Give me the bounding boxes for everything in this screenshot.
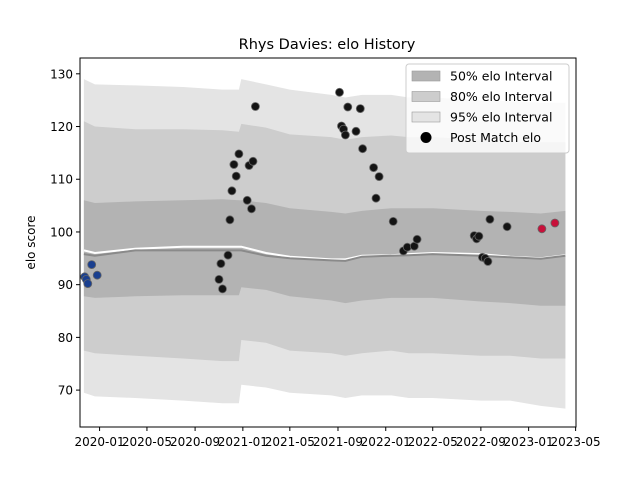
post-match-point bbox=[250, 102, 260, 111]
post-match-point bbox=[87, 260, 97, 270]
plot-frame bbox=[79, 57, 577, 428]
post-match-point bbox=[412, 234, 422, 244]
x-tick-label: 2020-05 bbox=[122, 435, 172, 449]
post-match-point bbox=[483, 257, 493, 266]
post-match-point bbox=[388, 216, 398, 226]
legend: 50% elo Interval 80% elo Interval 95% elo … bbox=[405, 63, 570, 154]
x-tick-label: 2020-01 bbox=[75, 435, 125, 449]
y-axis: 70 80 90 100 110 120 130 bbox=[50, 67, 80, 398]
post-match-point bbox=[225, 215, 235, 225]
legend-swatch bbox=[411, 70, 441, 82]
post-match-point bbox=[218, 284, 227, 294]
post-match-point bbox=[83, 279, 93, 289]
y-tick-label: 90 bbox=[58, 278, 73, 292]
legend-label: 50% elo Interval bbox=[450, 69, 552, 84]
legend-box bbox=[405, 63, 570, 154]
y-tick-label: 70 bbox=[58, 384, 73, 398]
y-tick-label: 80 bbox=[58, 331, 73, 345]
post-match-point bbox=[92, 270, 102, 280]
x-tick-label: 2023-05 bbox=[551, 435, 601, 449]
x-tick-label: 2022-05 bbox=[408, 435, 458, 449]
post-match-point bbox=[340, 130, 350, 140]
post-match-point bbox=[248, 156, 258, 166]
y-tick-label: 110 bbox=[50, 173, 73, 187]
x-tick-label: 2021-09 bbox=[313, 435, 363, 449]
post-match-point bbox=[355, 104, 365, 113]
x-tick-label: 2020-09 bbox=[170, 435, 220, 449]
band-50 bbox=[83, 199, 566, 306]
post-match-point bbox=[358, 144, 368, 154]
post-match-point bbox=[214, 274, 224, 284]
post-match-point bbox=[335, 87, 344, 97]
post-match-point bbox=[231, 171, 241, 181]
legend-label: 95% elo Interval bbox=[450, 110, 552, 125]
post-match-point bbox=[216, 259, 226, 269]
legend-label: 80% elo Interval bbox=[450, 89, 552, 104]
post-match-points bbox=[80, 87, 560, 294]
post-match-point bbox=[537, 224, 547, 234]
x-tick-label: 2022-09 bbox=[456, 435, 506, 449]
y-tick-label: 120 bbox=[50, 120, 73, 134]
y-axis-label: elo score bbox=[24, 215, 38, 269]
post-match-point bbox=[227, 186, 237, 196]
x-tick-label: 2021-01 bbox=[218, 435, 268, 449]
x-tick-label: 2022-01 bbox=[361, 435, 411, 449]
x-tick-label: 2023-01 bbox=[504, 435, 554, 449]
x-tick-label: 2021-05 bbox=[265, 435, 315, 449]
post-match-point bbox=[371, 193, 381, 203]
post-match-point bbox=[550, 218, 560, 228]
post-match-point bbox=[234, 149, 244, 159]
post-match-point bbox=[229, 160, 239, 169]
y-tick-label: 100 bbox=[50, 225, 73, 239]
post-match-point bbox=[343, 102, 353, 112]
post-match-point bbox=[502, 222, 512, 232]
post-match-point bbox=[242, 195, 252, 205]
post-match-point bbox=[485, 214, 495, 224]
legend-swatch bbox=[411, 111, 441, 123]
post-match-point bbox=[247, 204, 256, 214]
post-match-point bbox=[351, 126, 361, 136]
interval-bands bbox=[83, 79, 566, 409]
post-match-point bbox=[474, 231, 484, 241]
legend-label: Post Match elo bbox=[450, 130, 541, 145]
y-tick-label: 130 bbox=[50, 67, 73, 81]
legend-swatch bbox=[411, 91, 441, 102]
legend-marker bbox=[420, 132, 432, 143]
post-match-point bbox=[374, 172, 384, 182]
x-axis: 2020-012020-052020-092021-012021-052021-… bbox=[75, 427, 601, 449]
post-match-point bbox=[369, 163, 379, 173]
chart-title: Rhys Davies: elo History bbox=[239, 37, 416, 53]
post-match-point bbox=[223, 250, 233, 260]
